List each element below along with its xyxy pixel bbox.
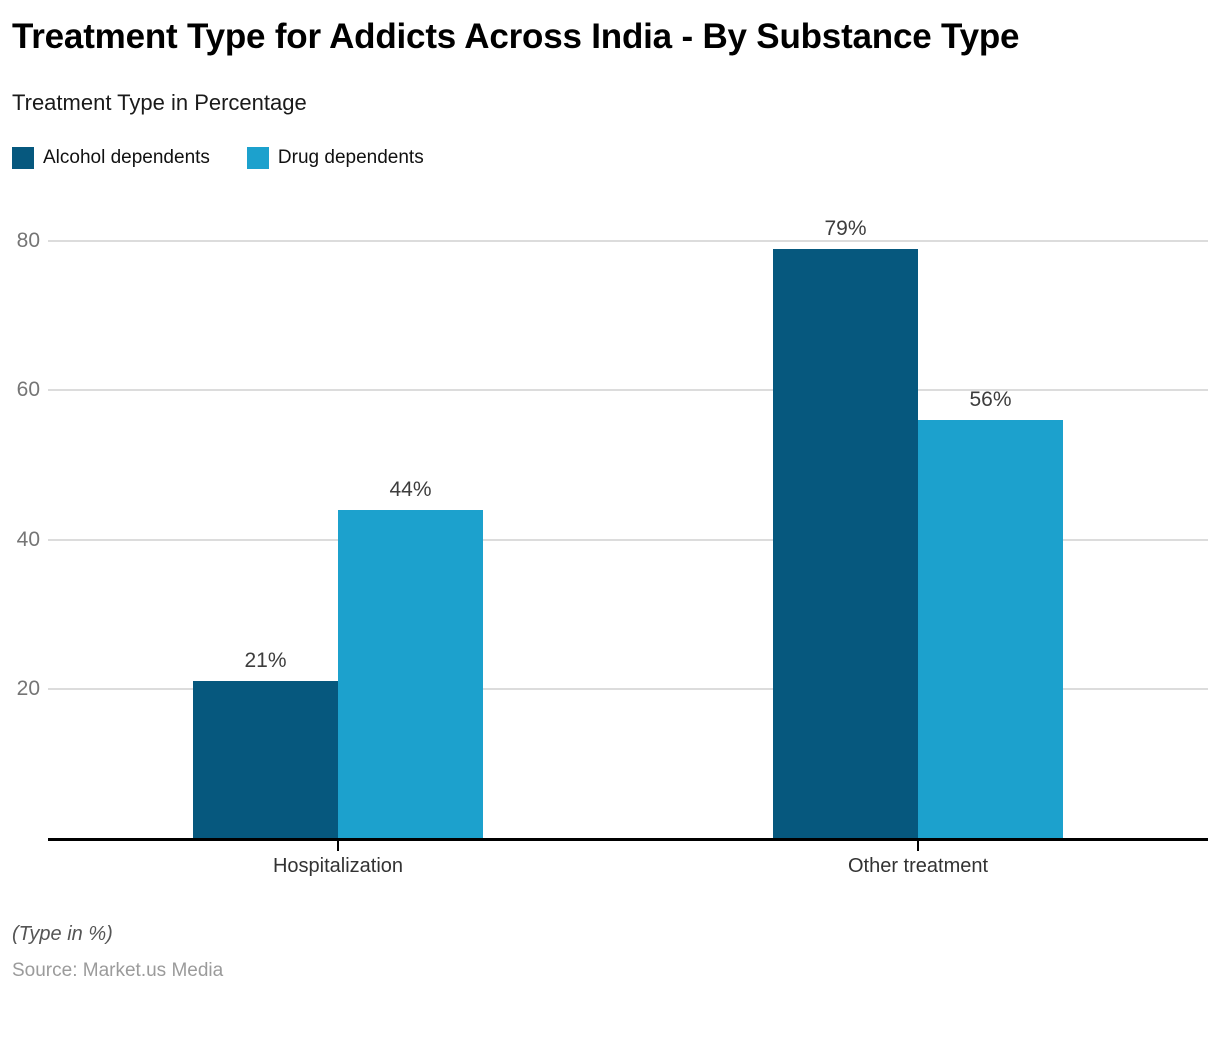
y-tick-label: 40 — [16, 527, 40, 551]
gridline — [48, 687, 1208, 690]
bar-value-label: 79% — [824, 216, 867, 240]
page-title: Treatment Type for Addicts Across India … — [12, 17, 1020, 56]
gridline — [48, 538, 1208, 541]
bar — [193, 681, 338, 838]
y-tick-label: 60 — [16, 378, 40, 402]
source-line: Source: Market.us Media — [12, 960, 224, 981]
legend-swatch — [246, 147, 269, 169]
legend: Alcohol dependents Drug dependents — [12, 147, 1208, 169]
x-axis-tick — [337, 838, 339, 851]
legend-label: Alcohol dependents — [43, 147, 210, 168]
y-tick-label: 80 — [16, 229, 40, 253]
plot-area: 20 40 60 80 21% 44% 79% 56% — [17, 207, 1208, 851]
legend-label: Drug dependents — [277, 147, 424, 168]
footnote: (Type in %) — [12, 923, 113, 945]
gridline — [48, 389, 1208, 392]
y-tick-label: 20 — [16, 676, 40, 700]
x-axis-labels-row: Hospitalization Other treatment — [48, 841, 1208, 879]
gridline — [48, 240, 1208, 243]
bar-value-label: 21% — [244, 649, 287, 673]
legend-swatch — [12, 147, 34, 169]
x-axis-label: Other treatment — [847, 855, 989, 877]
bar-value-label: 44% — [389, 477, 432, 501]
x-axis-label: Hospitalization — [272, 855, 404, 877]
bar-value-label: 56% — [969, 388, 1012, 412]
bar — [773, 248, 918, 838]
chart-subtitle: Treatment Type in Percentage — [12, 90, 307, 115]
legend-item: Drug dependents — [246, 147, 424, 169]
x-axis-tick — [917, 838, 919, 851]
bar — [338, 509, 483, 838]
legend-item: Alcohol dependents — [12, 147, 210, 169]
bar — [918, 420, 1063, 838]
